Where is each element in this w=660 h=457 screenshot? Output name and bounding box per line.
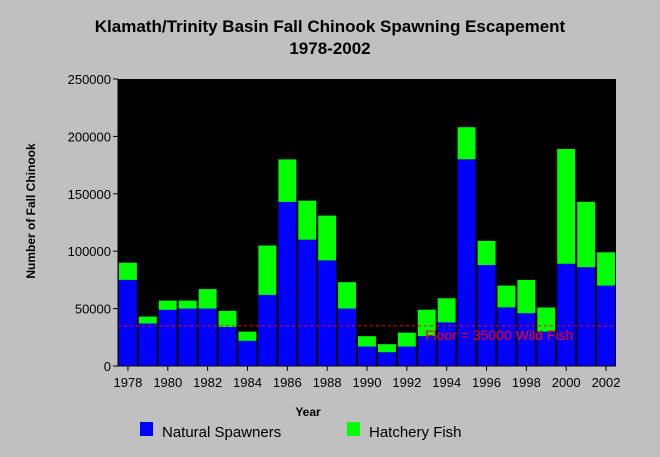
bar-hatchery-1982 xyxy=(198,289,217,309)
x-axis-title: Year xyxy=(295,405,321,419)
bar-hatchery-1989 xyxy=(338,282,356,309)
x-tick-label-1984: 1984 xyxy=(233,375,262,390)
y-tick-label-200000: 200000 xyxy=(68,129,111,144)
bar-natural-1998 xyxy=(517,313,536,366)
bar-hatchery-1981 xyxy=(178,300,197,309)
bar-hatchery-2000 xyxy=(557,149,576,264)
bar-hatchery-1984 xyxy=(238,331,257,341)
legend-label-natural: Natural Spawners xyxy=(162,424,281,441)
bar-hatchery-1991 xyxy=(378,344,396,353)
bar-hatchery-1980 xyxy=(158,300,177,310)
bar-hatchery-1994 xyxy=(437,298,456,323)
x-tick-label-1996: 1996 xyxy=(472,375,501,390)
bar-natural-1990 xyxy=(358,346,376,366)
chart-title: Klamath/Trinity Basin Fall Chinook Spawn… xyxy=(95,17,566,36)
bar-hatchery-1997 xyxy=(497,285,516,308)
bar-hatchery-1988 xyxy=(318,215,337,261)
y-tick-label-250000: 250000 xyxy=(68,72,111,87)
floor-reference-label: Floor = 35000 Wild Fish xyxy=(425,327,573,343)
bar-natural-1995 xyxy=(457,159,476,366)
y-tick-label-100000: 100000 xyxy=(68,244,111,259)
bar-natural-1987 xyxy=(298,239,317,366)
x-tick-label-1998: 1998 xyxy=(512,375,541,390)
bar-natural-1981 xyxy=(178,308,197,366)
legend-swatch-hatchery xyxy=(347,422,360,436)
bar-hatchery-1996 xyxy=(477,240,496,265)
bar-hatchery-1978 xyxy=(119,262,137,280)
x-tick-label-2000: 2000 xyxy=(552,375,581,390)
bar-natural-1997 xyxy=(497,307,516,366)
x-tick-label-1980: 1980 xyxy=(153,375,182,390)
y-tick-label-150000: 150000 xyxy=(68,187,111,202)
x-tick-label-1982: 1982 xyxy=(193,375,222,390)
legend: Natural Spawners Hatchery Fish xyxy=(140,422,462,441)
x-tick-label-1978: 1978 xyxy=(113,375,142,390)
bar-natural-2000 xyxy=(557,263,576,366)
bar-natural-1989 xyxy=(338,308,356,366)
bar-hatchery-1993 xyxy=(417,309,436,337)
bar-natural-1980 xyxy=(158,309,177,366)
x-tick-label-2002: 2002 xyxy=(592,375,621,390)
bar-hatchery-1990 xyxy=(358,336,376,347)
y-tick-label-0: 0 xyxy=(104,359,111,374)
bar-natural-1978 xyxy=(119,279,137,366)
bar-natural-1993 xyxy=(417,336,436,366)
x-ticks: 1978 1980 1982 1984 1986 1988 1990 1992 1994 1996… xyxy=(113,366,621,390)
bar-natural-1983 xyxy=(218,327,237,366)
bar-hatchery-1983 xyxy=(218,310,237,327)
bar-hatchery-1992 xyxy=(397,332,416,347)
bar-hatchery-1979 xyxy=(138,316,157,324)
x-tick-label-1986: 1986 xyxy=(273,375,302,390)
x-tick-label-1994: 1994 xyxy=(432,375,461,390)
x-tick-label-1990: 1990 xyxy=(353,375,382,390)
bar-hatchery-2001 xyxy=(577,201,596,268)
bar-natural-1986 xyxy=(278,201,297,366)
bar-natural-1979 xyxy=(138,323,157,366)
bar-natural-1992 xyxy=(397,346,416,366)
bar-natural-1988 xyxy=(318,260,337,366)
x-tick-label-1988: 1988 xyxy=(313,375,342,390)
chart-subtitle: 1978-2002 xyxy=(289,39,370,58)
bar-hatchery-1986 xyxy=(278,159,297,202)
bar-natural-1996 xyxy=(477,265,496,366)
bar-hatchery-1987 xyxy=(298,200,317,240)
bar-natural-1985 xyxy=(258,294,277,366)
y-tick-label-50000: 50000 xyxy=(75,302,111,317)
bar-natural-1991 xyxy=(378,352,396,366)
bar-hatchery-1998 xyxy=(517,279,536,314)
y-ticks: 0 50000 100000 150000 200000 250000 xyxy=(68,72,118,374)
bar-natural-2001 xyxy=(577,267,596,366)
bar-natural-1982 xyxy=(198,308,217,366)
bar-hatchery-1995 xyxy=(457,127,476,160)
bar-natural-1984 xyxy=(238,340,257,366)
bar-natural-1999 xyxy=(537,331,556,366)
bar-natural-1994 xyxy=(437,322,456,366)
bar-hatchery-2002 xyxy=(597,252,615,286)
y-axis-title: Number of Fall Chinook xyxy=(24,143,38,279)
x-tick-label-1992: 1992 xyxy=(392,375,421,390)
legend-label-hatchery: Hatchery Fish xyxy=(369,424,462,441)
bars-layer xyxy=(119,127,615,366)
bar-hatchery-1985 xyxy=(258,245,277,295)
legend-swatch-natural xyxy=(140,422,153,436)
